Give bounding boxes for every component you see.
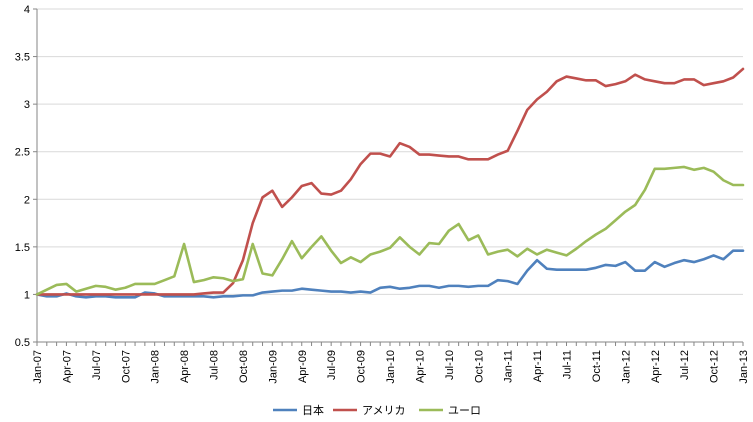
x-tick-label: Apr-08 <box>179 350 191 383</box>
x-tick-label: Apr-12 <box>650 350 662 383</box>
series-line-1 <box>35 67 745 296</box>
x-tick-label: Apr-11 <box>532 350 544 382</box>
legend-label: 日本 <box>302 403 324 417</box>
x-tick-label: Jan-08 <box>150 350 162 384</box>
x-tick-label: Apr-10 <box>414 350 426 383</box>
x-tick-label: Jan-10 <box>385 350 397 384</box>
axes <box>33 8 744 346</box>
y-tick-label: 3 <box>24 99 30 111</box>
x-tick-label: Oct-12 <box>709 350 721 383</box>
x-tick-label: Jul-08 <box>209 350 221 380</box>
x-tick-label: Jul-10 <box>444 350 456 380</box>
x-tick-label: Jul-12 <box>679 350 691 380</box>
legend-label: ユーロ <box>448 404 481 417</box>
y-tick-label: 4 <box>24 4 30 16</box>
y-tick-label: 1 <box>24 289 30 301</box>
y-tick-label: 1.5 <box>15 242 30 254</box>
x-tick-label: Jul-07 <box>91 350 103 380</box>
x-tick-label: Oct-11 <box>591 350 603 382</box>
series-lines <box>35 67 745 299</box>
x-tick-label: Jan-09 <box>267 350 279 384</box>
series-line-0 <box>35 249 745 299</box>
x-tick-label: Oct-10 <box>473 350 485 383</box>
series-line-2 <box>35 165 745 296</box>
x-tick-label: Oct-07 <box>120 350 132 383</box>
x-tick-label: Jan-07 <box>32 350 44 384</box>
x-tick-label: Apr-09 <box>297 350 309 383</box>
x-tick-label: Apr-07 <box>61 350 73 383</box>
gridlines <box>37 8 743 295</box>
legend: 日本 アメリカ ユーロ <box>273 403 481 417</box>
x-axis-tick-labels: Jan-07 Apr-07 Jul-07 Oct-07 Jan-08 Apr-08 Jul-… <box>32 350 750 384</box>
y-axis-tick-labels: 0.5 1 1.5 2 2.5 3 3.5 4 <box>15 4 30 349</box>
x-tick-label: Jul-11 <box>562 350 574 379</box>
y-tick-label: 3.5 <box>15 52 30 64</box>
legend-label: アメリカ <box>362 404 405 417</box>
x-tick-label: Oct-09 <box>356 350 368 383</box>
x-tick-label: Jan-13 <box>738 350 750 384</box>
x-tick-label: Oct-08 <box>238 350 250 383</box>
x-tick-label: Jan-11 <box>503 350 515 383</box>
x-tick-label: Jul-09 <box>326 350 338 380</box>
y-tick-label: 0.5 <box>15 337 30 349</box>
y-tick-label: 2 <box>24 194 30 206</box>
x-tick-label: Jan-12 <box>620 350 632 384</box>
y-tick-label: 2.5 <box>15 147 30 159</box>
